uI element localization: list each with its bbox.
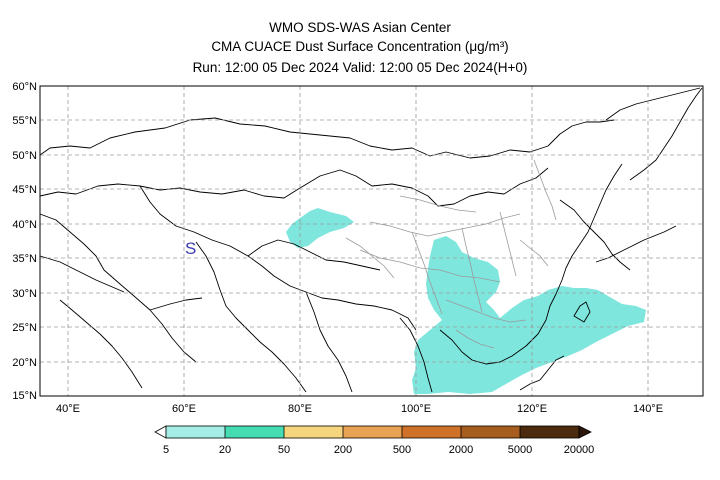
- title-line-1: WMO SDS-WAS Asian Center: [269, 20, 451, 35]
- lat-label: 15°N: [12, 390, 37, 402]
- colorbar-label: 5: [163, 444, 169, 456]
- lat-label: 30°N: [12, 288, 37, 300]
- lon-label: 80°E: [288, 403, 312, 415]
- lat-label: 35°N: [12, 253, 37, 265]
- lat-label: 20°N: [12, 357, 37, 369]
- colorbar-label: 2000: [449, 444, 473, 456]
- latitude-labels: 60°N 55°N 50°N 45°N 40°N 35°N 30°N 25°N …: [12, 81, 37, 402]
- dust-concentration-areas: [286, 208, 646, 394]
- lat-label: 25°N: [12, 322, 37, 334]
- colorbar-label: 200: [334, 444, 352, 456]
- colorbar-segment: [461, 426, 520, 438]
- lat-label: 60°N: [12, 81, 37, 93]
- colorbar-label: 50: [278, 444, 290, 456]
- colorbar-min-arrow: [154, 425, 167, 439]
- lat-label: 50°N: [12, 150, 37, 162]
- coastlines-and-borders: [39, 87, 703, 393]
- lat-label: 40°N: [12, 219, 37, 231]
- colorbar-segment: [225, 426, 284, 438]
- lon-label: 140°E: [633, 403, 663, 415]
- lon-label: 40°E: [56, 403, 80, 415]
- colorbar-segment: [520, 426, 579, 438]
- colorbar-label: 5000: [508, 444, 532, 456]
- lon-label: 100°E: [401, 403, 431, 415]
- title-line-3: Run: 12:00 05 Dec 2024 Valid: 12:00 05 D…: [192, 60, 528, 75]
- provincial-borders: [345, 159, 557, 349]
- colorbar-label: 20000: [564, 444, 595, 456]
- dust-area-east-asia: [412, 236, 646, 394]
- colorbar-segment: [343, 426, 402, 438]
- colorbar-segment: [402, 426, 461, 438]
- colorbar-label: 500: [393, 444, 411, 456]
- lon-label: 60°E: [172, 403, 196, 415]
- longitude-labels: 40°E 60°E 80°E 100°E 120°E 140°E: [56, 403, 663, 415]
- colorbar-max-arrow: [578, 425, 592, 439]
- graticule: [40, 86, 703, 396]
- colorbar: 5 20 50 200 500 2000 5000 20000: [154, 425, 595, 456]
- colorbar-segment: [166, 426, 225, 438]
- lat-label: 55°N: [12, 115, 37, 127]
- colorbar-segment: [284, 426, 343, 438]
- lon-label: 120°E: [517, 403, 547, 415]
- dust-area-tarim: [286, 208, 354, 248]
- colorbar-label: 20: [219, 444, 231, 456]
- lat-label: 45°N: [12, 184, 37, 196]
- map-frame: [39, 85, 704, 397]
- station-marker: S: [185, 239, 196, 258]
- title-line-2: CMA CUACE Dust Surface Concentration (μg…: [211, 39, 509, 54]
